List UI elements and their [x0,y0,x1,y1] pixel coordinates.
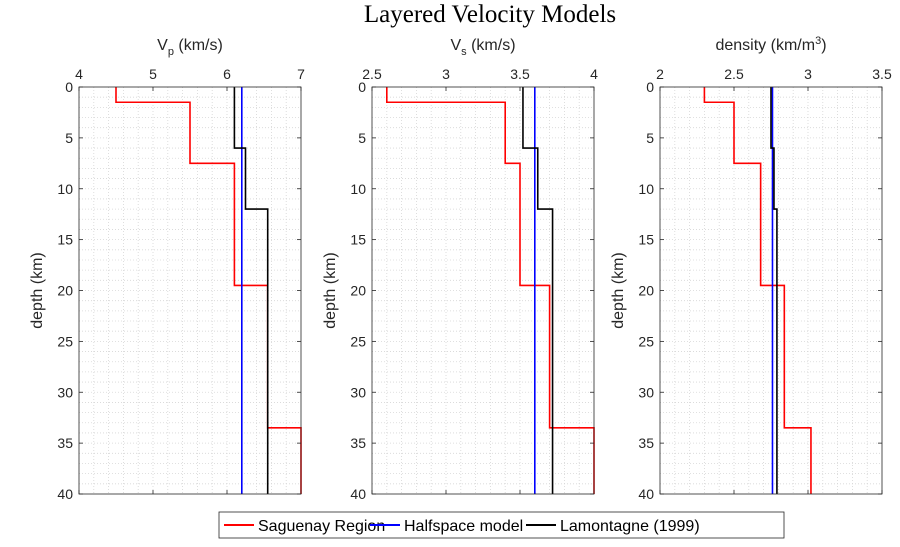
x-tick-label: 2.5 [724,66,744,82]
x-axis-label: Vp (km/s) [157,37,223,58]
x-axis-label: density (km/m3) [715,35,826,54]
chart-panel-Vp: 4 5 6 7 0 5 10 15 20 25 30 35 40 depth (km) Vp (km/s) [29,37,305,502]
y-tick-label: 5 [65,130,73,146]
y-tick-label: 40 [638,486,654,502]
legend-entry: Saguenay Region [224,518,385,535]
y-tick-label: 25 [57,333,73,349]
x-axis-label: Vs (km/s) [450,37,515,58]
y-tick-label: 5 [358,130,366,146]
x-tick-label: 2 [656,66,664,82]
x-tick-label: 3 [804,66,812,82]
y-tick-label: 10 [57,181,73,197]
y-axis-label: depth (km) [29,252,46,328]
y-tick-label: 15 [57,232,73,248]
x-tick-label: 4 [75,66,83,82]
y-tick-label: 20 [57,283,73,299]
x-tick-label: 3.5 [510,66,530,82]
legend-box [218,511,785,539]
y-tick-label: 10 [350,181,366,197]
y-tick-label: 15 [350,232,366,248]
y-tick-label: 20 [350,283,366,299]
x-tick-label: 3.5 [872,66,892,82]
y-tick-label: 0 [646,79,654,95]
figure-title: Layered Velocity Models [364,1,616,28]
y-axis-label: depth (km) [610,252,627,328]
series-line-saguenay-region [115,87,302,494]
y-tick-label: 5 [646,130,654,146]
grid [372,87,594,494]
legend-entry: Lamontagne (1999) [526,518,700,535]
series-line-lamontagne-1999 [770,87,778,494]
y-tick-label: 20 [638,283,654,299]
y-axis-label: depth (km) [322,252,339,328]
y-tick-label: 40 [350,486,366,502]
legend-entry: Halfspace model [370,518,523,535]
y-tick-label: 30 [350,384,366,400]
y-tick-label: 15 [638,232,654,248]
y-tick-label: 35 [350,435,366,451]
legend: Saguenay Region Halfspace model Lamontagne… [218,511,785,539]
y-tick-label: 35 [57,435,73,451]
y-tick-label: 0 [65,79,73,95]
legend-label: Lamontagne (1999) [560,518,700,535]
y-tick-label: 0 [358,79,366,95]
series-line-lamontagne-1999 [233,87,269,494]
y-tick-label: 30 [57,384,73,400]
grid [79,87,301,494]
y-tick-label: 30 [638,384,654,400]
y-tick-label: 40 [57,486,73,502]
x-tick-label: 2.5 [362,66,382,82]
chart-panel-density: 2 2.5 3 3.5 0 5 10 15 20 25 30 35 40 depth (km) densit… [610,35,892,502]
x-tick-label: 7 [297,66,305,82]
x-tick-label: 6 [223,66,231,82]
legend-label: Halfspace model [404,518,523,535]
series-line-saguenay-region [703,87,812,494]
x-tick-label: 4 [590,66,598,82]
y-tick-label: 25 [350,333,366,349]
y-tick-label: 35 [638,435,654,451]
series-line-lamontagne-1999 [522,87,554,494]
y-tick-label: 10 [638,181,654,197]
legend-label: Saguenay Region [258,518,385,535]
x-tick-label: 5 [149,66,157,82]
y-tick-label: 25 [638,333,654,349]
series-line-saguenay-region [385,87,595,494]
x-tick-label: 3 [442,66,450,82]
